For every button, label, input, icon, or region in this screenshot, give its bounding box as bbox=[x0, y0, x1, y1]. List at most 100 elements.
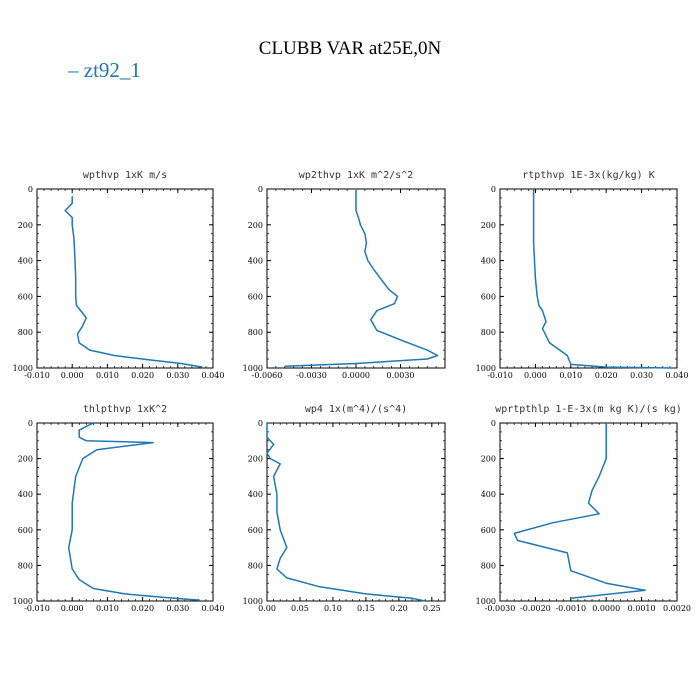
y-tick-label: 800 bbox=[481, 561, 496, 570]
y-tick-label: 600 bbox=[18, 292, 33, 301]
x-tick-label: -0.0030 bbox=[296, 371, 327, 380]
y-tick-label: 400 bbox=[481, 257, 496, 266]
y-tick-label: 1000 bbox=[476, 364, 496, 373]
y-tick-label: 200 bbox=[18, 221, 33, 230]
y-tick-label: 0 bbox=[258, 419, 263, 428]
x-tick-label: -0.010 bbox=[24, 604, 50, 613]
y-tick-label: 800 bbox=[248, 561, 263, 570]
y-tick-label: 400 bbox=[248, 490, 263, 499]
panel-5: wp4 1x(m^4)/(s^4) 0.00 0.05 0.10 0.15 0.20 0.2… bbox=[243, 404, 446, 613]
x-tick-label: 0.20 bbox=[390, 604, 408, 613]
x-tick-label: 0.040 bbox=[202, 371, 225, 380]
plot-frame bbox=[499, 188, 678, 369]
plot-frame bbox=[36, 422, 214, 602]
series-line bbox=[64, 196, 203, 368]
panel-title: wpthvp 1xK m/s bbox=[83, 170, 167, 181]
y-tick-label: 0 bbox=[28, 185, 33, 194]
y-tick-label: 200 bbox=[18, 455, 33, 464]
x-tick-label: -0.0020 bbox=[520, 604, 551, 613]
x-tick-label: 0.0000 bbox=[342, 371, 370, 380]
x-tick-label: 0.030 bbox=[630, 371, 653, 380]
y-tick-label: 0 bbox=[491, 419, 496, 428]
x-tick-label: -0.010 bbox=[24, 371, 50, 380]
y-tick-label: 600 bbox=[18, 526, 33, 535]
panel-2: wp2thvp 1xK m^2/s^2 -0.0060 -0.0030 0.0000 0… bbox=[243, 170, 446, 380]
x-tick-label: 0.020 bbox=[595, 371, 618, 380]
y-tick-label: 1000 bbox=[476, 597, 496, 606]
y-tick-label: 400 bbox=[18, 490, 33, 499]
plot-frame bbox=[266, 422, 446, 602]
y-tick-label: 800 bbox=[248, 328, 263, 337]
series-line bbox=[532, 189, 674, 369]
x-tick-label: 0.040 bbox=[202, 604, 225, 613]
y-tick-label: 0 bbox=[258, 185, 263, 194]
y-tick-label: 600 bbox=[481, 292, 496, 301]
plot-frame bbox=[266, 188, 446, 369]
panel-title: wp2thvp 1xK m^2/s^2 bbox=[299, 170, 413, 181]
plot-frame bbox=[36, 188, 214, 369]
x-tick-label: 0.000 bbox=[61, 604, 84, 613]
x-tick-label: 0.000 bbox=[524, 371, 547, 380]
x-tick-label: 0.0020 bbox=[663, 604, 691, 613]
x-tick-label: 0.0030 bbox=[387, 371, 415, 380]
y-tick-label: 600 bbox=[248, 292, 263, 301]
y-tick-label: 1000 bbox=[243, 364, 263, 373]
y-tick-label: 800 bbox=[18, 328, 33, 337]
panel-title: wp4 1x(m^4)/(s^4) bbox=[305, 404, 407, 415]
x-tick-label: 0.040 bbox=[666, 371, 689, 380]
panel-title: rtpthvp 1E-3x(kg/kg) K bbox=[522, 170, 654, 181]
panel-3: rtpthvp 1E-3x(kg/kg) K -0.010 0.000 0.010 0.… bbox=[476, 170, 689, 380]
panel-title: wprtpthlp 1-E-3x(m kg K)/(s kg) bbox=[495, 404, 682, 415]
x-tick-label: 0.020 bbox=[131, 604, 154, 613]
panel-title: thlpthvp 1xK^2 bbox=[83, 404, 167, 415]
y-tick-label: 200 bbox=[248, 455, 263, 464]
y-tick-label: 600 bbox=[481, 526, 496, 535]
y-tick-label: 0 bbox=[491, 185, 496, 194]
x-tick-label: -0.0010 bbox=[555, 604, 586, 613]
series-line bbox=[67, 422, 199, 601]
x-tick-label: 0.25 bbox=[423, 604, 441, 613]
y-tick-label: 800 bbox=[481, 328, 496, 337]
y-tick-label: 400 bbox=[481, 490, 496, 499]
panel-4: thlpthvp 1xK^2 -0.010 0.000 0.010 0.020 0.030… bbox=[13, 404, 225, 613]
y-tick-label: 800 bbox=[18, 561, 33, 570]
y-tick-label: 0 bbox=[28, 419, 33, 428]
figure-title: CLUBB VAR at25E,0N bbox=[258, 38, 442, 59]
x-tick-label: 0.010 bbox=[96, 604, 119, 613]
y-tick-label: 200 bbox=[481, 455, 496, 464]
y-tick-label: 200 bbox=[481, 221, 496, 230]
x-tick-label: 0.010 bbox=[559, 371, 582, 380]
panel-6: wprtpthlp 1-E-3x(m kg K)/(s kg) -0.0030 -0… bbox=[476, 404, 691, 613]
series-line bbox=[284, 189, 439, 367]
x-tick-label: 0.00 bbox=[258, 604, 276, 613]
y-tick-label: 200 bbox=[248, 221, 263, 230]
y-tick-label: 1000 bbox=[13, 597, 33, 606]
legend-label: zt92_1 bbox=[83, 58, 141, 82]
y-tick-label: 400 bbox=[248, 257, 263, 266]
y-tick-label: 400 bbox=[18, 257, 33, 266]
x-tick-label: 0.020 bbox=[131, 371, 154, 380]
x-tick-label: 0.10 bbox=[324, 604, 342, 613]
legend: – zt92_1 bbox=[68, 58, 141, 83]
x-tick-label: 0.010 bbox=[96, 371, 119, 380]
legend-line-glyph: – bbox=[68, 58, 79, 82]
x-tick-label: 0.0000 bbox=[592, 604, 620, 613]
x-tick-label: -0.0030 bbox=[485, 604, 516, 613]
y-tick-label: 1000 bbox=[243, 597, 263, 606]
x-tick-label: 0.05 bbox=[291, 604, 309, 613]
x-tick-label: 0.000 bbox=[61, 371, 84, 380]
panel-1: wpthvp 1xK m/s -0.010 0.000 0.010 0.020 0.030… bbox=[13, 170, 225, 380]
plot-frame bbox=[499, 422, 678, 602]
x-tick-label: 0.030 bbox=[166, 604, 189, 613]
series-line bbox=[266, 423, 426, 602]
y-tick-label: 1000 bbox=[13, 364, 33, 373]
x-tick-label: 0.15 bbox=[357, 604, 375, 613]
x-tick-label: -0.010 bbox=[487, 371, 513, 380]
x-tick-label: 0.0010 bbox=[628, 604, 656, 613]
x-tick-label: -0.0060 bbox=[252, 371, 283, 380]
y-tick-label: 600 bbox=[248, 526, 263, 535]
series-line bbox=[513, 423, 646, 600]
x-tick-label: 0.030 bbox=[166, 371, 189, 380]
